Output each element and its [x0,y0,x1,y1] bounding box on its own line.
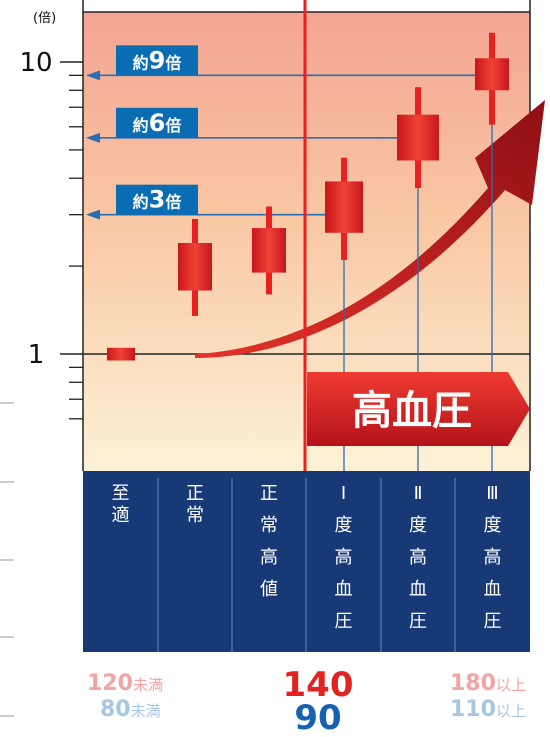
callout-suffix: 倍 [165,193,181,212]
category-char: 度 [335,515,353,536]
y-tick-label: 10 [19,48,52,78]
callout-prefix: 約 [133,116,149,135]
category-char: Ⅰ [341,483,346,504]
y-tick-label: 1 [28,340,45,370]
category-char: 至 [112,483,130,504]
callout-label: 約9倍 [133,46,182,74]
bp-left-systolic-suffix: 未満 [133,676,163,694]
candle-body [178,242,212,291]
category-char: 血 [409,579,427,600]
svg-text:80未満: 80未満 [100,697,161,722]
category-char: 血 [484,579,502,600]
candle-4 [325,157,363,260]
category-char: Ⅱ [414,483,423,504]
category-char: 高 [484,547,502,568]
callout-label: 約6倍 [133,109,182,137]
callout-label: 約3倍 [133,186,182,214]
callout-suffix: 倍 [165,53,181,72]
bp-left-diastolic: 80 [100,697,131,722]
category-char: 圧 [409,611,427,632]
candle-body [475,58,509,91]
category-char: 圧 [335,611,353,632]
candle-body [325,181,363,233]
svg-text:180以上: 180以上 [450,671,526,696]
category-char: 正 [260,483,278,504]
category-char: 高 [260,547,278,568]
callout-box [116,45,198,76]
category-char: 高 [409,547,427,568]
bp-threshold-left: 120未満 80未満 [87,671,163,722]
bp-threshold-right: 180以上 110以上 [450,671,526,722]
category-char: 圧 [484,611,502,632]
callout-number: 9 [149,46,166,74]
callout-box [116,107,198,138]
callout-suffix: 倍 [165,116,181,135]
category-label-1: 至適 [112,483,130,526]
svg-text:120未満: 120未満 [87,671,163,696]
candles [107,32,509,361]
category-char: 度 [484,515,502,536]
callout-arrowhead [86,132,100,143]
callout-box [116,184,198,215]
bp-right-systolic: 180 [450,671,496,696]
category-label-2: 正常 [186,483,204,526]
callout-arrowhead [86,209,100,220]
bp-threshold-center: 140 90 [283,665,354,737]
candle-3 [252,206,286,295]
category-char: 高 [335,547,353,568]
candle-body [107,347,135,361]
category-char: 常 [186,505,204,526]
hypertension-banner-arrow [307,372,530,446]
category-char: Ⅲ [486,483,498,504]
category-char: 常 [260,515,278,536]
bp-right-systolic-suffix: 以上 [496,676,526,694]
left-margin-dashes [0,402,14,717]
category-char: 血 [335,579,353,600]
callout-number: 3 [149,186,166,214]
hypertension-label: 高血圧 [352,388,472,434]
callout-number: 6 [149,109,166,137]
hypertension-banner: 高血圧 [307,372,530,446]
category-char: 値 [260,579,278,600]
svg-text:110以上: 110以上 [450,697,526,722]
candle-body [252,228,286,273]
y-unit-label: (倍) [33,11,56,26]
bp-left-diastolic-suffix: 未満 [131,702,161,720]
callout-arrowhead [86,70,100,81]
callout-prefix: 約 [133,53,149,72]
bp-left-systolic: 120 [87,671,133,696]
candle-2 [178,218,212,316]
category-char: 適 [112,505,130,526]
callout-prefix: 約 [133,193,149,212]
y-axis-ticks: 10 1 [19,48,530,420]
candle-6 [475,32,509,125]
bp-center-systolic: 140 [283,665,354,705]
bp-right-diastolic-suffix: 以上 [496,702,526,720]
bp-right-diastolic: 110 [450,697,496,722]
candle-5 [397,87,439,189]
category-char: 正 [186,483,204,504]
category-char: 度 [409,515,427,536]
candle-body [397,114,439,161]
bp-center-diastolic: 90 [294,698,341,737]
candle-1 [107,347,135,361]
